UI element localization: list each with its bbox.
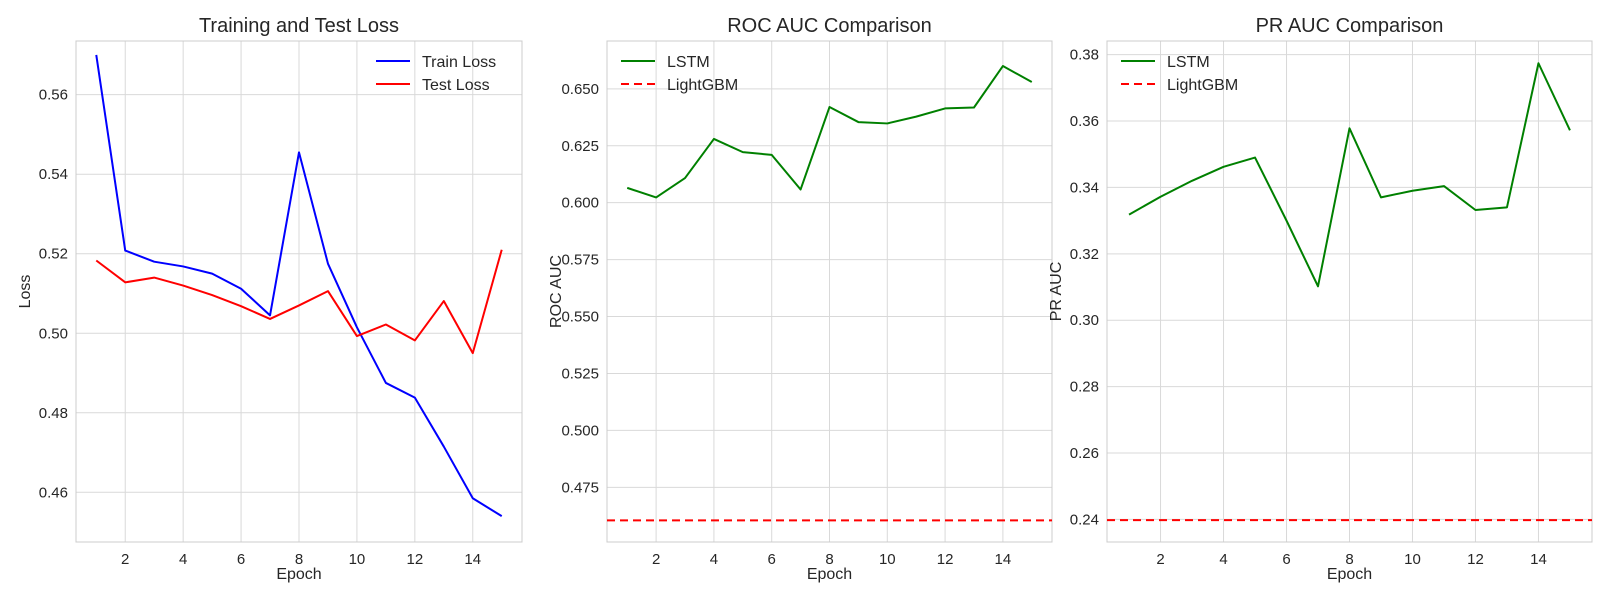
y-tick-label: 0.24 xyxy=(1070,511,1099,528)
x-tick-label: 6 xyxy=(1282,551,1290,568)
legend-label: LSTM xyxy=(1167,54,1210,71)
y-tick-label: 0.475 xyxy=(561,479,599,496)
x-tick-label: 14 xyxy=(464,551,481,568)
y-axis-label: PR AUC xyxy=(1048,262,1065,322)
y-tick-label: 0.50 xyxy=(39,325,68,342)
x-axis-label: Epoch xyxy=(276,566,321,583)
y-tick-label: 0.500 xyxy=(561,422,599,439)
y-tick-label: 0.36 xyxy=(1070,113,1099,130)
y-tick-label: 0.30 xyxy=(1070,312,1099,329)
y-axis-label: Loss xyxy=(17,275,34,309)
x-tick-label: 12 xyxy=(1467,551,1484,568)
legend: LSTM LightGBM xyxy=(1121,54,1238,94)
y-tick-label: 0.32 xyxy=(1070,246,1099,263)
x-axis-label: Epoch xyxy=(1327,566,1372,583)
x-tick-label: 8 xyxy=(295,551,303,568)
x-tick-label: 2 xyxy=(121,551,129,568)
y-tick-label: 0.52 xyxy=(39,246,68,263)
y-tick-label: 0.48 xyxy=(39,405,68,422)
x-tick-label: 8 xyxy=(825,551,833,568)
series-line xyxy=(95,249,503,355)
x-tick-label: 2 xyxy=(652,551,660,568)
x-tick-label: 10 xyxy=(349,551,366,568)
x-tick-label: 6 xyxy=(768,551,776,568)
plot-frame xyxy=(1106,40,1593,543)
y-tick-label: 0.34 xyxy=(1070,179,1099,196)
roc-auc-chart: ROC AUC Comparison Epoch ROC AUC 2 4 6 8 10 1… xyxy=(548,15,1053,583)
legend-label: LightGBM xyxy=(1167,77,1238,94)
x-tick-label: 12 xyxy=(407,551,424,568)
x-tick-label: 4 xyxy=(710,551,718,568)
y-tick-label: 0.46 xyxy=(39,484,68,501)
x-tick-label: 14 xyxy=(995,551,1012,568)
y-tick-label: 0.575 xyxy=(561,252,599,269)
x-tick-label: 10 xyxy=(879,551,896,568)
y-tick-label: 0.28 xyxy=(1070,379,1099,396)
legend-label: LightGBM xyxy=(667,77,738,94)
gridlines xyxy=(76,41,522,542)
y-tick-label: 0.625 xyxy=(561,138,599,155)
legend-label: Train Loss xyxy=(422,54,496,71)
plot-frame xyxy=(75,40,523,543)
y-tick-label: 0.56 xyxy=(39,87,68,104)
y-tick-label: 0.38 xyxy=(1070,47,1099,64)
x-axis-label: Epoch xyxy=(807,566,852,583)
x-tick-label: 4 xyxy=(179,551,187,568)
legend-label: LSTM xyxy=(667,54,710,71)
chart-title: PR AUC Comparison xyxy=(1256,15,1444,37)
y-tick-label: 0.600 xyxy=(561,195,599,212)
series-line xyxy=(95,54,503,518)
series-line xyxy=(626,65,1033,199)
gridlines xyxy=(1107,41,1592,542)
chart-title: Training and Test Loss xyxy=(199,15,399,37)
y-tick-label: 0.550 xyxy=(561,309,599,326)
pr-auc-chart: PR AUC Comparison Epoch PR AUC 2 4 6 8 10 12 1… xyxy=(1048,15,1593,583)
y-axis-label: ROC AUC xyxy=(548,255,565,328)
x-tick-label: 10 xyxy=(1404,551,1421,568)
x-tick-label: 4 xyxy=(1219,551,1227,568)
y-tick-label: 0.54 xyxy=(39,166,68,183)
series-line xyxy=(1128,62,1571,288)
plot-frame xyxy=(606,40,1053,543)
x-tick-label: 12 xyxy=(937,551,954,568)
y-tick-label: 0.525 xyxy=(561,365,599,382)
x-tick-label: 6 xyxy=(237,551,245,568)
x-tick-label: 14 xyxy=(1530,551,1547,568)
chart-title: ROC AUC Comparison xyxy=(727,15,932,37)
x-tick-label: 8 xyxy=(1345,551,1353,568)
gridlines xyxy=(607,41,1052,542)
legend-label: Test Loss xyxy=(422,77,490,94)
legend: LSTM LightGBM xyxy=(621,54,738,94)
x-tick-label: 2 xyxy=(1156,551,1164,568)
y-tick-label: 0.26 xyxy=(1070,445,1099,462)
loss-chart: Training and Test Loss Epoch Loss 2 4 6 8 10… xyxy=(17,15,523,583)
legend: Train Loss Test Loss xyxy=(376,54,496,94)
y-tick-label: 0.650 xyxy=(561,81,599,98)
